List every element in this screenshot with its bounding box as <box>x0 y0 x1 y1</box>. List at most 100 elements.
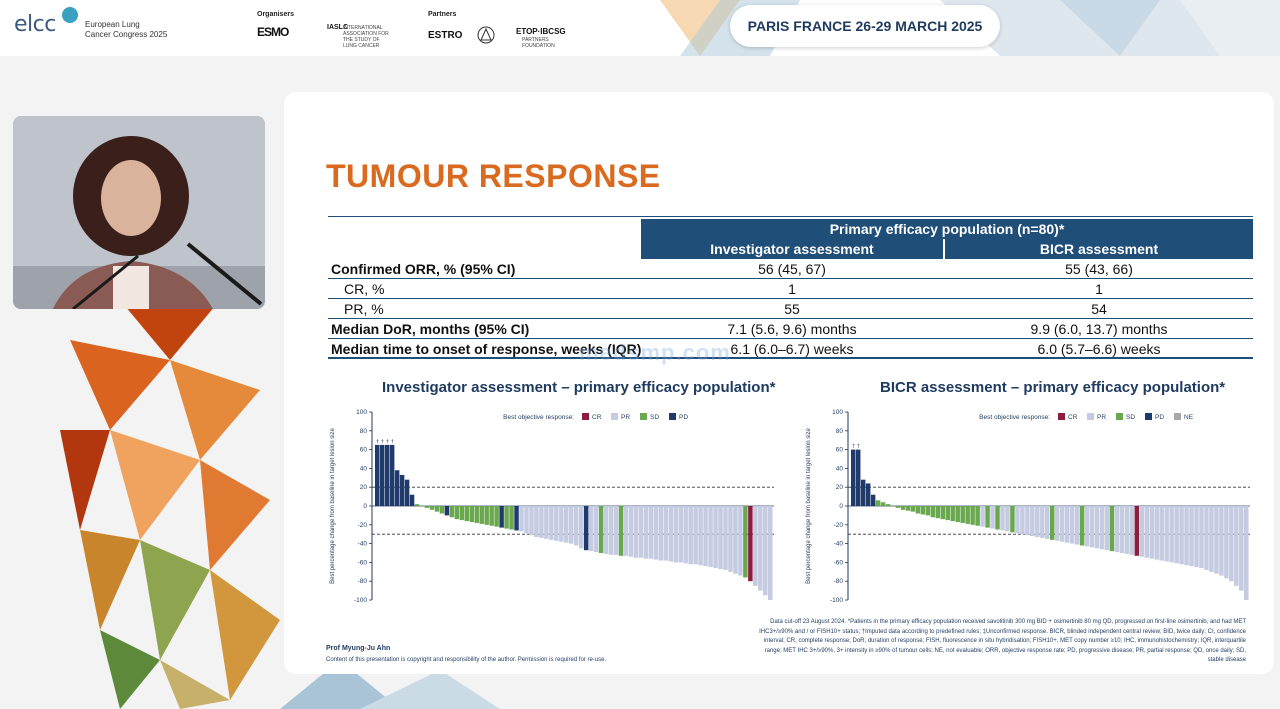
waterfall-bar <box>1020 506 1025 535</box>
waterfall-bar <box>658 506 664 561</box>
waterfall-bar <box>1204 506 1209 570</box>
waterfall-bar <box>1094 506 1100 549</box>
row-label: PR, % <box>344 301 384 317</box>
waterfall-bar <box>980 506 985 527</box>
waterfall-bar <box>409 494 415 506</box>
waterfall-bar <box>728 506 733 572</box>
waterfall-bar <box>935 506 941 519</box>
waterfall-bar <box>1119 506 1125 553</box>
waterfall-bar <box>534 506 539 538</box>
waterfall-bar <box>479 506 484 524</box>
legend-label: CR <box>592 414 602 421</box>
waterfall-bar <box>653 506 659 560</box>
row-bicr-value: 55 (43, 66) <box>1065 261 1133 277</box>
waterfall-bar <box>564 506 569 543</box>
legend-label: PR <box>621 414 630 421</box>
imputed-mark: † <box>381 439 384 445</box>
waterfall-bar <box>970 506 975 525</box>
legend-label: PR <box>1097 414 1106 421</box>
waterfall-chart-investigator: Best percentage change from baseline in … <box>330 409 774 604</box>
waterfall-bar <box>1099 506 1105 550</box>
presentation-slide: TUMOUR RESPONSE Primary efficacy populat… <box>284 92 1274 674</box>
waterfall-bar <box>539 506 544 538</box>
waterfall-bar <box>578 506 584 549</box>
elcc-logo: elcc <box>14 12 56 37</box>
waterfall-bar <box>529 506 534 536</box>
waterfall-bar <box>623 506 629 556</box>
y-tick-label: -40 <box>358 541 368 548</box>
waterfall-bar <box>865 483 871 506</box>
legend-swatch <box>611 413 618 420</box>
waterfall-bar <box>930 506 936 518</box>
row-label: CR, % <box>344 281 385 297</box>
waterfall-bar <box>768 506 773 600</box>
waterfall-bar <box>698 506 703 566</box>
waterfall-bar <box>920 506 926 515</box>
waterfall-bar <box>375 444 380 506</box>
waterfall-bar <box>474 506 479 523</box>
waterfall-bar <box>1069 506 1075 544</box>
waterfall-bar <box>743 506 748 578</box>
waterfall-bar <box>1199 506 1204 569</box>
waterfall-bar <box>444 506 450 516</box>
waterfall-bar <box>504 506 509 529</box>
row-bicr-value: 9.9 (6.0, 13.7) months <box>1030 321 1168 337</box>
row-bicr-value: 1 <box>1095 281 1103 297</box>
waterfall-bar <box>559 506 564 542</box>
waterfall-bar <box>960 506 965 523</box>
waterfall-bar <box>484 506 489 525</box>
waterfall-bar <box>554 506 559 541</box>
table-row: Median time to onset of response, weeks … <box>328 339 1253 359</box>
speaker-video <box>13 116 265 309</box>
waterfall-bar <box>1179 506 1184 565</box>
legend-swatch <box>1058 413 1065 420</box>
waterfall-bar <box>1194 506 1199 568</box>
waterfall-bar <box>668 506 673 562</box>
waterfall-bar <box>1064 506 1070 543</box>
legend-swatch <box>669 413 676 420</box>
waterfall-bar <box>1184 506 1189 566</box>
waterfall-bar <box>1139 506 1145 557</box>
waterfall-bar <box>1109 506 1115 552</box>
decorative-triangles-bottom <box>280 660 500 709</box>
waterfall-bar <box>910 506 916 512</box>
waterfall-bar <box>733 506 738 574</box>
table-row: CR, % 1 1 <box>328 279 1253 299</box>
waterfall-bar <box>673 506 678 563</box>
y-tick-label: 100 <box>356 409 367 416</box>
legend-swatch <box>582 413 589 420</box>
waterfall-bar <box>449 506 455 518</box>
imputed-mark: † <box>857 444 860 450</box>
y-tick-label: -80 <box>834 578 844 585</box>
waterfall-bar <box>598 506 604 553</box>
legend-label: PD <box>1155 414 1164 421</box>
waterfall-bar <box>1219 506 1224 576</box>
waterfall-bar <box>990 506 995 529</box>
esmo-logo: ESMO <box>257 25 289 39</box>
waterfall-bar <box>618 506 624 556</box>
waterfall-bar <box>753 506 758 586</box>
legend-label: CR <box>1068 414 1078 421</box>
row-label: Median DoR, months (95% CI) <box>331 321 530 337</box>
table-header-bicr: BICR assessment <box>945 239 1253 259</box>
waterfall-bar <box>389 444 395 506</box>
waterfall-bar <box>519 506 524 532</box>
waterfall-bar <box>1010 506 1015 533</box>
waterfall-bar <box>1134 506 1140 556</box>
waterfall-bar <box>494 506 499 527</box>
waterfall-bar <box>399 474 405 506</box>
y-tick-label: 60 <box>836 447 844 454</box>
waterfall-bar <box>1000 506 1005 531</box>
waterfall-bar <box>955 506 960 522</box>
y-axis-label: Best percentage change from baseline in … <box>330 427 336 583</box>
waterfall-chart-bicr: Best percentage change from baseline in … <box>806 409 1250 604</box>
row-investigator-value: 6.1 (6.0–6.7) weeks <box>730 341 854 357</box>
legend-swatch <box>1087 413 1094 420</box>
imputed-mark: † <box>386 439 389 445</box>
imputed-mark: † <box>376 439 379 445</box>
waterfall-bar <box>1244 506 1249 600</box>
y-tick-label: -60 <box>834 559 844 566</box>
slide-title: TUMOUR RESPONSE <box>326 158 661 194</box>
waterfall-bar <box>419 506 425 507</box>
waterfall-bar <box>905 506 911 511</box>
